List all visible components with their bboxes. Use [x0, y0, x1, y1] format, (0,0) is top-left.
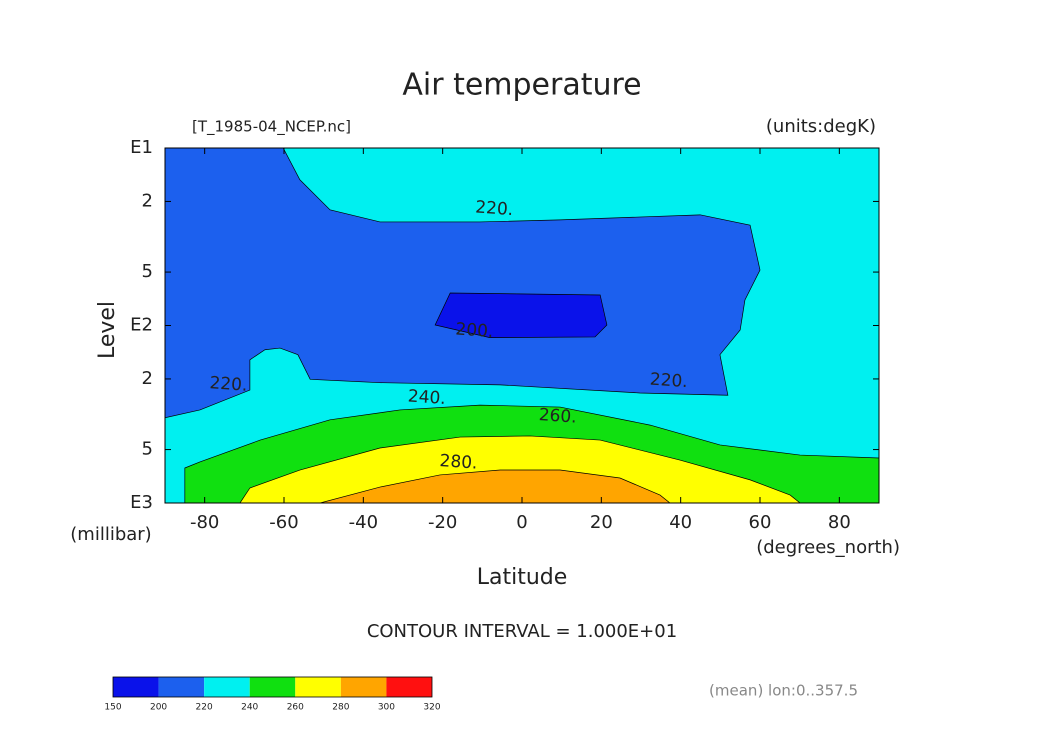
footnote: (mean) lon:0..357.5 — [709, 682, 858, 700]
x-tick-label: 40 — [669, 512, 692, 533]
colorbar-label: 200 — [150, 703, 167, 713]
contour-label: 220. — [475, 197, 514, 220]
plot-area: 220. 200. 220. 220. 240. 260. 280. — [165, 148, 879, 503]
x-tick-label: -60 — [269, 512, 298, 533]
colorbar-label: 320 — [423, 703, 440, 713]
contour-label: 260. — [538, 405, 577, 428]
x-tick-label: 80 — [828, 512, 851, 533]
filled-region — [320, 469, 671, 503]
colorbar-label: 220 — [196, 703, 213, 713]
colorbar-frame — [112, 676, 433, 698]
y-tick-label: E1 — [130, 137, 153, 158]
contour-label: 200. — [455, 319, 494, 342]
x-tick-label: -80 — [190, 512, 219, 533]
contour-label: 240. — [407, 386, 446, 409]
contour-label: 280. — [439, 451, 478, 474]
colorbar-swatch — [204, 677, 250, 697]
y-tick-label: 5 — [142, 439, 153, 460]
colorbar-label: 240 — [241, 703, 258, 713]
y-tick-label: 5 — [142, 261, 153, 282]
filled-region — [165, 148, 761, 419]
x-tick-label: 0 — [516, 512, 527, 533]
y-axis-label: Level — [95, 301, 120, 359]
chart-title: Air temperature — [402, 68, 641, 103]
y-axis-units: (millibar) — [70, 524, 151, 545]
colorbar-swatch — [113, 677, 159, 697]
filled-region — [434, 292, 608, 338]
y-tick-label: E3 — [130, 492, 153, 513]
x-axis-units: (degrees_north) — [756, 537, 900, 558]
colorbar-label: 260 — [287, 703, 304, 713]
subtitle-left: [T_1985-04_NCEP.nc] — [192, 118, 351, 137]
y-tick-label: 2 — [142, 190, 153, 211]
y-tick-label: 2 — [142, 368, 153, 389]
colorbar-label: 280 — [332, 703, 349, 713]
x-tick-label: 60 — [749, 512, 772, 533]
contour-interval: CONTOUR INTERVAL = 1.000E+01 — [367, 621, 677, 642]
x-axis-label: Latitude — [477, 565, 568, 590]
filled-region — [239, 435, 801, 503]
colorbar-swatch — [158, 677, 205, 697]
x-tick-label: -20 — [428, 512, 457, 533]
x-tick-label: 20 — [590, 512, 613, 533]
contour-label: 220. — [649, 370, 688, 393]
subtitle-right: (units:degK) — [766, 116, 876, 137]
colorbar-label: 150 — [104, 703, 121, 713]
colorbar-swatch — [340, 677, 387, 697]
colorbar-swatch — [295, 677, 341, 697]
x-tick-label: -40 — [349, 512, 378, 533]
colorbar-swatch — [386, 677, 432, 697]
colorbar-swatch — [249, 677, 296, 697]
contour-label: 220. — [209, 373, 248, 396]
y-tick-label: E2 — [130, 315, 153, 336]
colorbar-label: 300 — [378, 703, 395, 713]
